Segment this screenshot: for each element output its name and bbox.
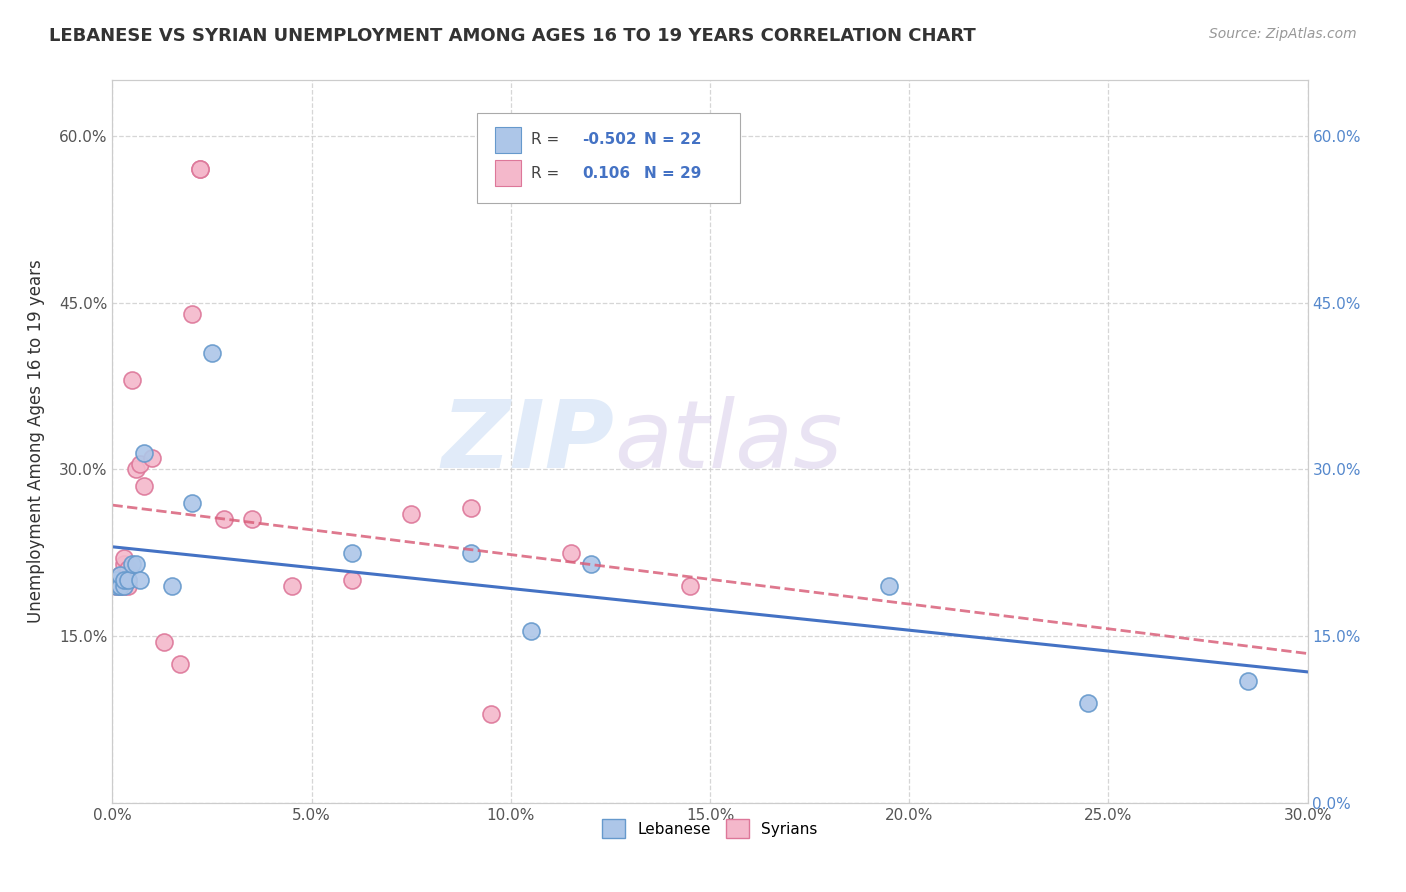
FancyBboxPatch shape (477, 112, 740, 203)
Point (479, 706, 502, 721)
Point (129, 574, 152, 588)
Point (401, 507, 423, 521)
Point (114, 557, 135, 571)
Point (105, 574, 128, 588)
Text: LEBANESE VS SYRIAN UNEMPLOYMENT AMONG AGES 16 TO 19 YEARS CORRELATION CHART: LEBANESE VS SYRIAN UNEMPLOYMENT AMONG AG… (49, 27, 976, 45)
Point (188, 162, 211, 177)
Text: -0.502: -0.502 (582, 132, 637, 147)
Point (117, 579, 139, 593)
Point (117, 562, 139, 576)
Point (129, 457, 152, 471)
Point (114, 579, 135, 593)
Text: R =: R = (531, 166, 560, 181)
Point (114, 551, 135, 566)
Point (281, 579, 304, 593)
Legend: Lebanese, Syrians: Lebanese, Syrians (595, 812, 825, 846)
Point (340, 574, 363, 588)
Text: ZIP: ZIP (441, 395, 614, 488)
Point (181, 496, 204, 510)
Point (340, 546, 363, 560)
Text: N = 29: N = 29 (644, 166, 702, 181)
Text: Source: ZipAtlas.com: Source: ZipAtlas.com (1209, 27, 1357, 41)
Point (105, 574, 128, 588)
Point (121, 373, 143, 387)
Point (162, 579, 183, 593)
Point (110, 579, 132, 593)
Point (1077, 696, 1099, 710)
Point (110, 579, 132, 593)
Point (879, 579, 901, 593)
Point (1237, 673, 1260, 688)
Point (560, 546, 582, 560)
Point (110, 568, 132, 582)
Point (117, 574, 139, 588)
Point (110, 568, 132, 582)
Point (153, 634, 176, 648)
Point (125, 462, 148, 476)
Text: R =: R = (531, 132, 560, 147)
Point (134, 445, 156, 459)
Text: 0.106: 0.106 (582, 166, 630, 181)
Point (125, 557, 148, 571)
Point (181, 307, 204, 321)
Point (114, 574, 135, 588)
Point (141, 451, 163, 466)
Point (201, 345, 224, 359)
Point (212, 512, 235, 526)
Text: N = 22: N = 22 (644, 132, 702, 147)
Point (188, 162, 211, 177)
Point (134, 479, 156, 493)
Point (105, 579, 128, 593)
Point (520, 624, 543, 638)
Point (240, 512, 263, 526)
Text: atlas: atlas (614, 396, 842, 487)
Point (169, 657, 191, 671)
Point (110, 579, 132, 593)
FancyBboxPatch shape (495, 161, 522, 186)
FancyBboxPatch shape (495, 127, 522, 153)
Y-axis label: Unemployment Among Ages 16 to 19 years: Unemployment Among Ages 16 to 19 years (27, 260, 45, 624)
Point (105, 579, 128, 593)
Point (460, 501, 482, 516)
Point (117, 574, 139, 588)
Point (579, 557, 602, 571)
Point (121, 557, 143, 571)
Point (679, 579, 702, 593)
Point (114, 579, 135, 593)
Point (460, 546, 482, 560)
